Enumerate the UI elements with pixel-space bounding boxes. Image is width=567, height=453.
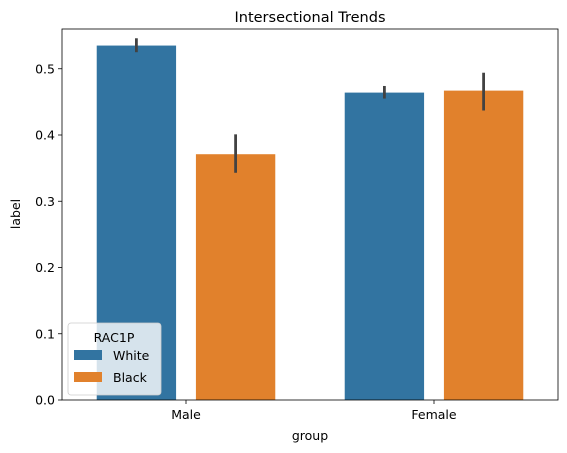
x-tick-label: Female xyxy=(411,407,457,422)
y-tick-label: 0.4 xyxy=(35,128,55,143)
legend-label-black: Black xyxy=(113,370,148,385)
y-tick-label: 0.0 xyxy=(35,393,55,408)
y-axis: 0.0 0.1 0.2 0.3 0.4 0.5 xyxy=(35,61,62,408)
x-tick-label: Male xyxy=(171,407,201,422)
y-tick-label: 0.5 xyxy=(35,61,55,76)
x-axis-title: group xyxy=(292,428,328,443)
chart-title: Intersectional Trends xyxy=(234,10,385,26)
y-tick-label: 0.2 xyxy=(35,260,55,275)
error-bars-layer xyxy=(134,38,486,173)
plot-frame xyxy=(61,28,559,401)
y-axis-title: label xyxy=(8,199,23,229)
bars-layer xyxy=(96,45,524,401)
legend-items: White Black xyxy=(74,348,150,385)
bar-black-male xyxy=(195,154,276,400)
bar-white-female xyxy=(344,92,425,400)
bar-black-female xyxy=(443,90,524,401)
legend-title: RAC1P xyxy=(94,330,135,345)
legend-swatch-white xyxy=(74,350,102,360)
legend-swatch-black xyxy=(74,372,102,382)
legend: RAC1P White Black xyxy=(67,322,162,396)
legend-label-white: White xyxy=(113,348,150,363)
y-tick-label: 0.1 xyxy=(35,326,55,341)
x-axis: Male Female xyxy=(171,400,457,422)
y-tick-label: 0.3 xyxy=(35,194,55,209)
